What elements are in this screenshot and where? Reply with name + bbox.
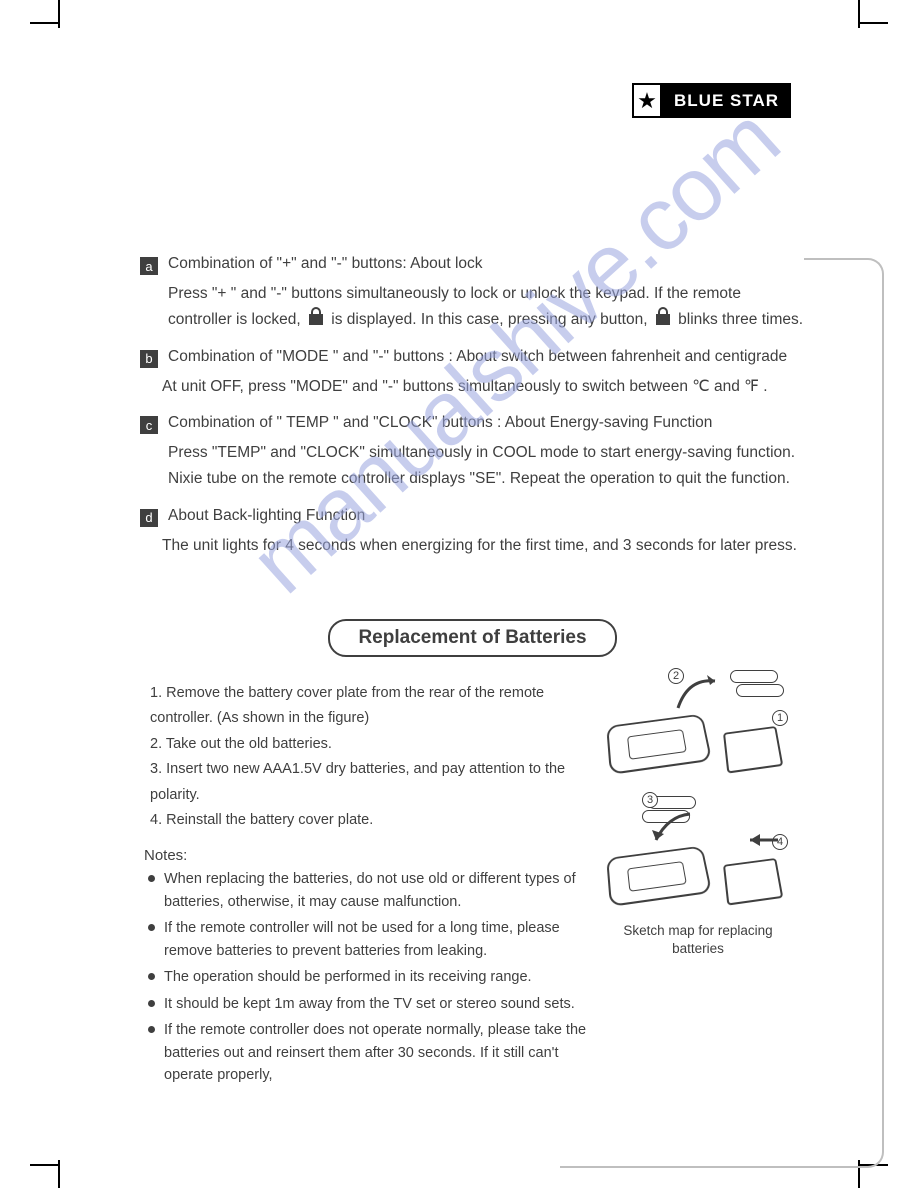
note: When replacing the batteries, do not use… bbox=[140, 868, 610, 913]
figure-area: 2 1 3 4 Sketch map for replacing batteri… bbox=[598, 668, 798, 957]
crop-mark bbox=[858, 0, 860, 28]
step: 1. Remove the battery cover plate from t… bbox=[150, 681, 610, 732]
item-title: Combination of "+" and "-" buttons: Abou… bbox=[168, 255, 483, 273]
item-b: b Combination of "MODE " and "-" buttons… bbox=[140, 348, 805, 368]
remote-icon bbox=[606, 714, 712, 775]
note: If the remote controller will not be use… bbox=[140, 917, 610, 962]
item-body: Press "+ " and "-" buttons simultaneousl… bbox=[168, 281, 805, 334]
circle-3: 3 bbox=[642, 792, 658, 808]
crop-mark bbox=[860, 22, 888, 24]
item-body: At unit OFF, press "MODE" and "-" button… bbox=[162, 374, 805, 400]
section-title: Replacement of Batteries bbox=[328, 619, 616, 657]
crop-mark bbox=[58, 0, 60, 28]
note: It should be kept 1m away from the TV se… bbox=[140, 993, 610, 1015]
item-title: About Back-lighting Function bbox=[168, 507, 365, 525]
remote-icon bbox=[606, 846, 712, 907]
crop-mark bbox=[30, 22, 58, 24]
sketch-top: 2 1 bbox=[608, 668, 788, 778]
item-title: Combination of " TEMP " and "CLOCK" butt… bbox=[168, 414, 712, 432]
page-outline bbox=[560, 1166, 806, 1168]
notes-list: When replacing the batteries, do not use… bbox=[140, 868, 610, 1086]
lock-icon bbox=[309, 314, 323, 325]
crop-mark bbox=[30, 1164, 58, 1166]
figure-caption: Sketch map for replacing batteries bbox=[598, 922, 798, 957]
steps-list: 1. Remove the battery cover plate from t… bbox=[150, 681, 610, 833]
letter-box: c bbox=[140, 416, 158, 434]
item-title: Combination of "MODE " and "-" buttons :… bbox=[168, 348, 787, 366]
sketch-bottom: 3 4 bbox=[608, 790, 788, 910]
step: 4. Reinstall the battery cover plate. bbox=[150, 808, 610, 833]
brand-logo: ★ BLUE STAR bbox=[632, 83, 791, 118]
step: 2. Take out the old batteries. bbox=[150, 732, 610, 757]
note: The operation should be performed in its… bbox=[140, 966, 610, 988]
letter-box: d bbox=[140, 509, 158, 527]
item-c: c Combination of " TEMP " and "CLOCK" bu… bbox=[140, 414, 805, 434]
item-a: a Combination of "+" and "-" buttons: Ab… bbox=[140, 255, 805, 275]
battery-icon bbox=[730, 670, 778, 683]
section-heading: Replacement of Batteries bbox=[140, 619, 805, 657]
lock-icon bbox=[656, 314, 670, 325]
circle-1: 1 bbox=[772, 710, 788, 726]
battery-icon bbox=[736, 684, 784, 697]
step: 3. Insert two new AAA1.5V dry batteries,… bbox=[150, 757, 610, 808]
item-body: The unit lights for 4 seconds when energ… bbox=[162, 533, 805, 559]
cover-icon bbox=[723, 726, 783, 774]
brand-name: BLUE STAR bbox=[662, 83, 791, 118]
crop-mark bbox=[58, 1160, 60, 1188]
note: If the remote controller does not operat… bbox=[140, 1019, 610, 1086]
page-outline bbox=[804, 258, 884, 1168]
text: blinks three times. bbox=[678, 311, 803, 328]
cover-icon bbox=[723, 858, 783, 906]
star-icon: ★ bbox=[632, 83, 662, 118]
item-body: Press "TEMP" and "CLOCK" simultaneously … bbox=[168, 440, 805, 493]
arrow-icon bbox=[673, 673, 723, 713]
text: is displayed. In this case, pressing any… bbox=[331, 311, 652, 328]
arrow-icon bbox=[648, 808, 698, 848]
item-d: d About Back-lighting Function bbox=[140, 507, 805, 527]
letter-box: b bbox=[140, 350, 158, 368]
letter-box: a bbox=[140, 257, 158, 275]
arrow-icon bbox=[740, 830, 780, 850]
